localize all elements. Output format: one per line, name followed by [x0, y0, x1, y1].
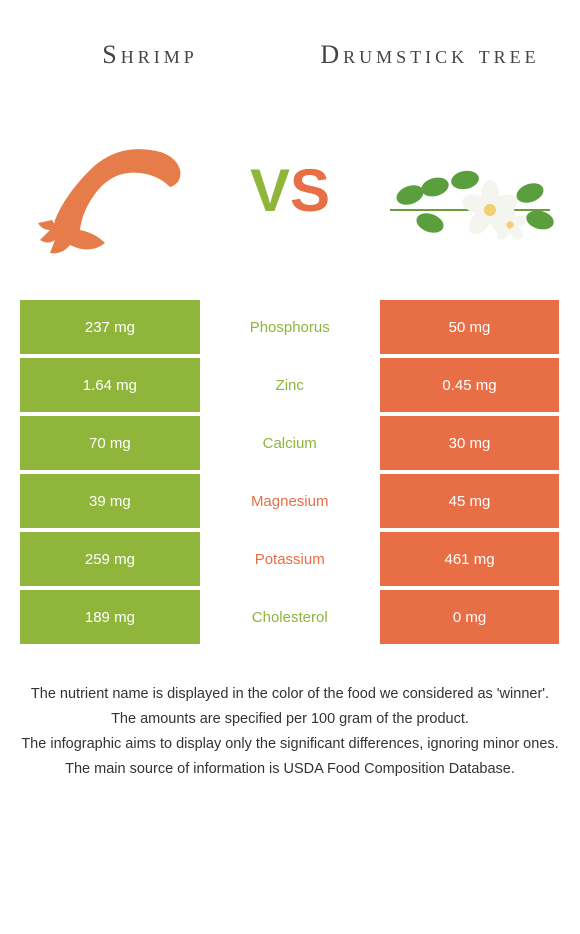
- cell-nutrient-label: Magnesium: [200, 474, 380, 528]
- footnote-line: The infographic aims to display only the…: [20, 734, 560, 755]
- vs-s: S: [290, 157, 330, 224]
- cell-left-value: 237 mg: [20, 300, 200, 354]
- shrimp-image: [20, 115, 200, 265]
- footnotes: The nutrient name is displayed in the co…: [20, 684, 560, 780]
- cell-right-value: 461 mg: [380, 532, 560, 586]
- cell-nutrient-label: Zinc: [200, 358, 380, 412]
- cell-nutrient-label: Calcium: [200, 416, 380, 470]
- cell-left-value: 39 mg: [20, 474, 200, 528]
- vs-label: VS: [250, 156, 330, 225]
- vs-v: V: [250, 157, 290, 224]
- cell-right-value: 45 mg: [380, 474, 560, 528]
- cell-right-value: 0 mg: [380, 590, 560, 644]
- cell-left-value: 70 mg: [20, 416, 200, 470]
- cell-right-value: 50 mg: [380, 300, 560, 354]
- cell-right-value: 0.45 mg: [380, 358, 560, 412]
- table-row: 70 mgCalcium30 mg: [20, 416, 560, 470]
- nutrient-table: 237 mgPhosphorus50 mg1.64 mgZinc0.45 mg7…: [20, 300, 560, 644]
- cell-left-value: 1.64 mg: [20, 358, 200, 412]
- vs-row: VS: [0, 100, 580, 300]
- cell-nutrient-label: Potassium: [200, 532, 380, 586]
- table-row: 1.64 mgZinc0.45 mg: [20, 358, 560, 412]
- table-row: 39 mgMagnesium45 mg: [20, 474, 560, 528]
- drumstick-tree-image: [380, 115, 560, 265]
- table-row: 259 mgPotassium461 mg: [20, 532, 560, 586]
- food-title-right: Drumstick tree: [296, 40, 565, 70]
- cell-right-value: 30 mg: [380, 416, 560, 470]
- food-title-left: Shrimp: [16, 40, 285, 70]
- cell-left-value: 189 mg: [20, 590, 200, 644]
- cell-left-value: 259 mg: [20, 532, 200, 586]
- cell-nutrient-label: Phosphorus: [200, 300, 380, 354]
- footnote-line: The main source of information is USDA F…: [20, 759, 560, 780]
- footnote-line: The amounts are specified per 100 gram o…: [20, 709, 560, 730]
- cell-nutrient-label: Cholesterol: [200, 590, 380, 644]
- table-row: 189 mgCholesterol0 mg: [20, 590, 560, 644]
- footnote-line: The nutrient name is displayed in the co…: [20, 684, 560, 705]
- header: Shrimp Drumstick tree: [0, 0, 580, 100]
- table-row: 237 mgPhosphorus50 mg: [20, 300, 560, 354]
